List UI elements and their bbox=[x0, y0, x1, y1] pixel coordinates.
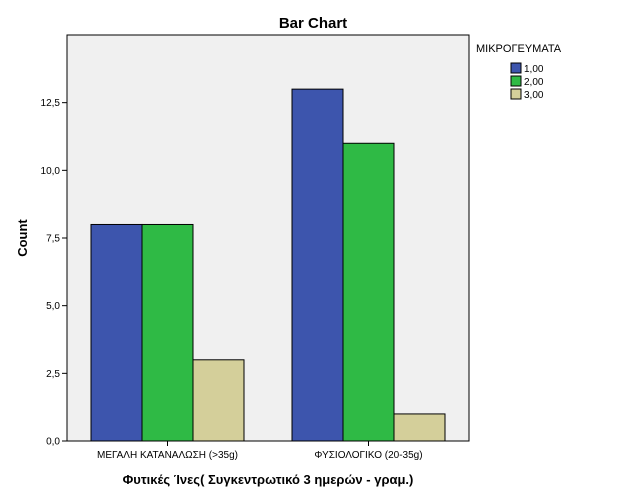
y-tick-label: 7,5 bbox=[46, 234, 60, 245]
legend-items: 1,00 2,00 3,00 bbox=[510, 62, 544, 101]
legend-label: 2,00 bbox=[524, 77, 544, 88]
chart-title: Bar Chart bbox=[279, 15, 347, 32]
legend: ΜΙΚΡΟΓΕΥΜΑΤΑ 1,00 2,00 3,00 bbox=[476, 43, 562, 101]
y-tick-label: 2,5 bbox=[46, 369, 60, 380]
y-tick-label: 10,0 bbox=[41, 166, 61, 177]
bar-2-series-1 bbox=[291, 88, 344, 442]
bar-2-series-2 bbox=[342, 142, 395, 442]
x-tick-label: ΦΥΣΙΟΛΟΓΙΚΟ (20-35g) bbox=[314, 450, 422, 461]
legend-label: 3,00 bbox=[524, 90, 544, 101]
legend-title: ΜΙΚΡΟΓΕΥΜΑΤΑ bbox=[476, 43, 562, 55]
legend-label: 1,00 bbox=[524, 64, 544, 75]
y-tick-label: 5,0 bbox=[46, 301, 60, 312]
y-axis: 0,0 2,5 5,0 7,5 10,0 12,5 bbox=[41, 98, 67, 448]
legend-swatch bbox=[510, 88, 522, 100]
x-tick-label: ΜΕΓΑΛΗ ΚΑΤΑΝΑΛΩΣΗ (>35g) bbox=[97, 450, 238, 461]
bar-1-series-3 bbox=[192, 359, 245, 442]
legend-swatch bbox=[510, 75, 522, 87]
bar-1-series-1 bbox=[90, 223, 143, 442]
y-axis-title: Count bbox=[15, 219, 30, 257]
y-tick-label: 0,0 bbox=[46, 437, 60, 448]
x-axis-title: Φυτικές Ίνες( Συγκεντρωτικό 3 ημερών - γ… bbox=[123, 472, 414, 487]
bar-2-series-3 bbox=[393, 413, 446, 442]
legend-swatch bbox=[510, 62, 522, 74]
bar-1-series-2 bbox=[141, 223, 194, 442]
y-tick-label: 12,5 bbox=[41, 98, 61, 109]
x-axis: ΜΕΓΑΛΗ ΚΑΤΑΝΑΛΩΣΗ (>35g) ΦΥΣΙΟΛΟΓΙΚΟ (20-… bbox=[97, 441, 423, 461]
bar-series-group bbox=[90, 88, 446, 442]
